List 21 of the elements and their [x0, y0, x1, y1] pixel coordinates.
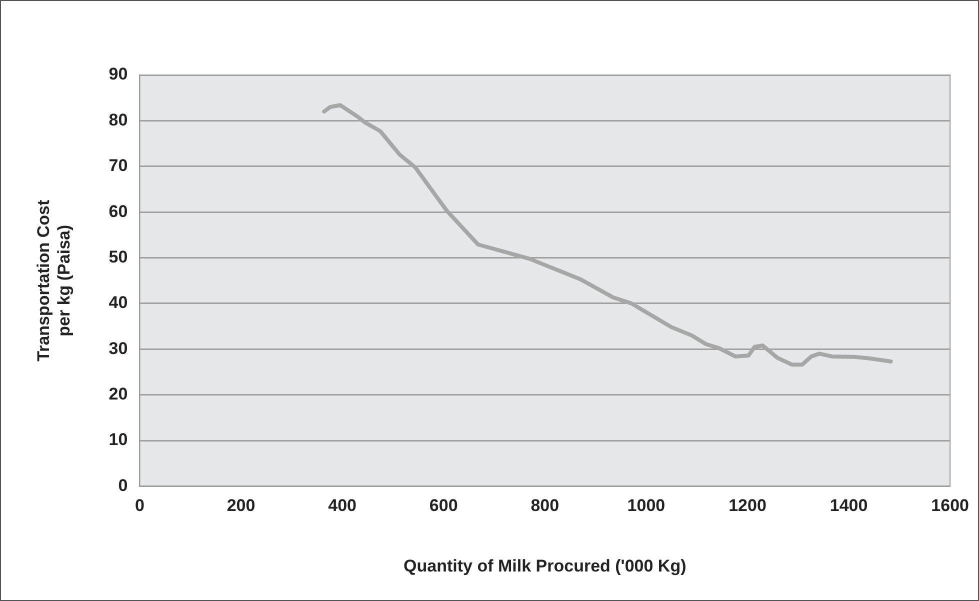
x-tick-label: 400: [328, 496, 356, 516]
x-tick-label: 1200: [728, 496, 766, 516]
y-tick-label: 20: [108, 384, 128, 404]
x-tick-label: 200: [226, 496, 256, 516]
y-tick-label: 60: [108, 202, 128, 221]
y-axis-title: Transportation Cost per kg (Paisa): [34, 200, 74, 362]
y-tick-label: 80: [108, 110, 128, 130]
x-tick-label: 800: [530, 496, 560, 516]
x-tick-label: 0: [134, 496, 144, 516]
y-tick-label: 0: [118, 476, 128, 495]
x-tick-label: 1400: [830, 496, 868, 516]
x-tick-label: 600: [429, 496, 458, 516]
y-tick-label: 70: [108, 156, 128, 176]
y-tick-label: 50: [108, 247, 128, 266]
y-tick-label: 90: [108, 64, 128, 84]
y-tick-label: 30: [108, 338, 128, 358]
x-tick-label: 1600: [931, 496, 970, 516]
y-tick-label: 40: [108, 293, 128, 312]
y-tick-label: 10: [108, 430, 128, 450]
x-tick-label: 1000: [627, 496, 666, 516]
x-axis-title: Quantity of Milk Procured ('000 Kg): [404, 556, 686, 576]
